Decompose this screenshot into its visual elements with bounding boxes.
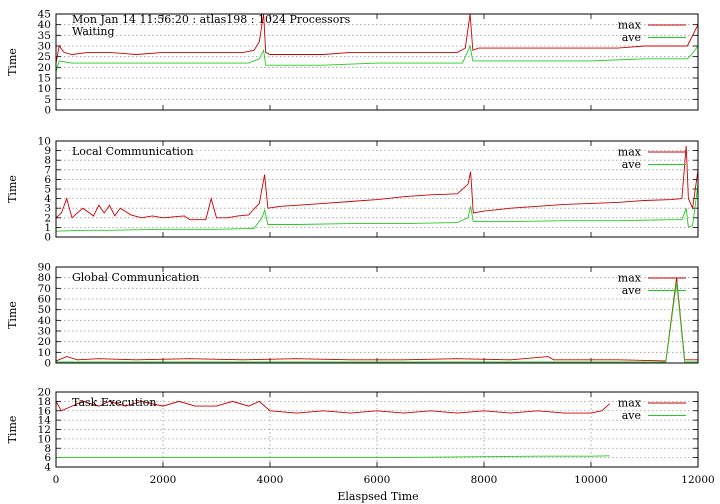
y-tick-label: 16 xyxy=(38,405,52,417)
x-tick-label: 10000 xyxy=(574,474,607,486)
y-tick-label: 50 xyxy=(38,304,51,316)
x-tick-label: 2000 xyxy=(150,474,177,486)
y-tick-label: 8 xyxy=(44,443,51,455)
y-axis-label: Time xyxy=(6,301,19,329)
panel-title: Local Communication xyxy=(72,145,194,158)
y-tick-label: 15 xyxy=(38,73,51,85)
y-tick-label: 35 xyxy=(38,30,51,42)
x-tick-label: 12000 xyxy=(681,474,714,486)
y-tick-label: 30 xyxy=(38,41,51,53)
legend-label-ave: ave xyxy=(622,284,641,297)
series-line-ave xyxy=(55,44,699,72)
y-tick-label: 10 xyxy=(38,83,51,95)
legend-label-max: max xyxy=(618,397,642,410)
x-axis-label: Elaspsed Time xyxy=(337,490,418,503)
y-axis-label: Time xyxy=(6,48,19,76)
y-tick-label: 14 xyxy=(38,415,52,427)
y-tick-label: 45 xyxy=(38,9,51,21)
x-tick-label: 8000 xyxy=(471,474,498,486)
legend-label-ave: ave xyxy=(622,31,641,44)
y-tick-label: 80 xyxy=(38,272,51,284)
series-line-max xyxy=(55,13,699,64)
plot-frame xyxy=(55,140,699,238)
y-axis-label: Time xyxy=(6,175,19,203)
plot-frame xyxy=(55,391,699,468)
y-tick-label: 9 xyxy=(44,145,51,157)
y-tick-label: 5 xyxy=(44,184,51,196)
legend-label-max: max xyxy=(618,272,642,285)
y-tick-label: 1 xyxy=(44,222,51,234)
panel-title: Global Communication xyxy=(72,271,200,284)
y-tick-label: 20 xyxy=(38,387,51,399)
legend-label-max: max xyxy=(618,19,642,32)
series-line-max xyxy=(55,277,698,362)
y-tick-label: 10 xyxy=(38,347,51,359)
series-line-max xyxy=(55,400,610,414)
y-tick-label: 6 xyxy=(44,452,51,464)
legend-label-ave: ave xyxy=(622,158,641,171)
x-tick-label: 0 xyxy=(53,474,60,486)
y-tick-label: 0 xyxy=(44,232,51,244)
y-tick-label: 18 xyxy=(38,396,51,408)
y-tick-label: 12 xyxy=(38,424,51,436)
y-tick-label: 2 xyxy=(44,212,51,224)
y-tick-label: 20 xyxy=(38,62,51,74)
y-tick-label: 25 xyxy=(38,51,51,63)
y-tick-label: 6 xyxy=(44,174,51,186)
y-tick-label: 0 xyxy=(44,105,51,117)
y-tick-label: 5 xyxy=(44,94,51,106)
y-tick-label: 10 xyxy=(38,433,51,445)
y-tick-label: 30 xyxy=(38,326,51,338)
series-line-ave xyxy=(56,455,610,459)
y-tick-label: 4 xyxy=(44,193,51,205)
panel-title: Waiting xyxy=(72,25,115,38)
series-line-ave xyxy=(55,184,699,232)
y-tick-label: 90 xyxy=(38,262,51,274)
y-tick-label: 70 xyxy=(38,283,51,295)
plot-frame xyxy=(55,266,699,364)
x-tick-label: 6000 xyxy=(364,474,391,486)
plot-frame xyxy=(55,13,699,111)
y-tick-label: 0 xyxy=(44,358,51,370)
y-tick-label: 20 xyxy=(38,336,51,348)
y-tick-label: 40 xyxy=(38,19,51,31)
y-tick-label: 40 xyxy=(38,315,51,327)
y-tick-label: 7 xyxy=(44,164,51,176)
panel-title: Task Execution xyxy=(72,396,156,409)
y-tick-label: 4 xyxy=(44,462,51,474)
series-line-max xyxy=(55,145,699,221)
y-tick-label: 3 xyxy=(44,203,51,215)
chart-header: Mon Jan 14 11:56:20 : atlas198 : 1024 Pr… xyxy=(72,13,351,26)
legend-label-max: max xyxy=(618,146,642,159)
legend-label-ave: ave xyxy=(622,409,641,422)
y-tick-label: 10 xyxy=(38,136,51,148)
y-tick-label: 8 xyxy=(44,155,51,167)
y-tick-label: 60 xyxy=(38,294,51,306)
series-line-ave xyxy=(56,281,698,363)
x-tick-label: 4000 xyxy=(257,474,284,486)
y-axis-label: Time xyxy=(6,416,19,444)
